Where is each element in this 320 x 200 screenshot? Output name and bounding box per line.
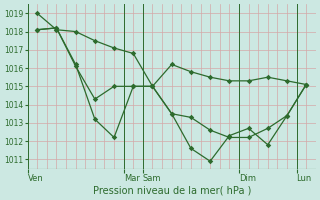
X-axis label: Pression niveau de la mer( hPa ): Pression niveau de la mer( hPa )	[92, 186, 251, 196]
